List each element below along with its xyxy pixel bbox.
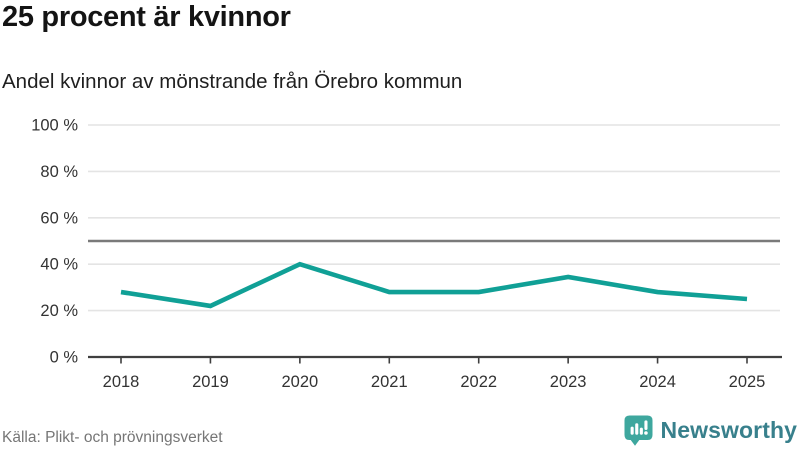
y-tick-label: 0 % [50, 349, 79, 367]
source-note: Källa: Plikt- och prövningsverket [2, 429, 223, 446]
data-line-series [120, 261, 748, 309]
brand-name: Newsworthy [660, 417, 797, 443]
y-tick-label: 40 % [40, 256, 78, 274]
x-tick-label: 2019 [192, 373, 229, 391]
chart-title: 25 procent är kvinnor [2, 1, 291, 33]
x-tick-label: 2022 [460, 373, 497, 391]
chart-subtitle: Andel kvinnor av mönstrande från Örebro … [2, 70, 463, 93]
speech-bubble-shape [624, 415, 653, 446]
x-tick-label: 2020 [281, 373, 318, 391]
brand-logo: Newsworthy [623, 414, 797, 447]
bars-and-exclamation [630, 420, 648, 435]
x-tick-label: 2018 [103, 373, 140, 391]
y-tick-label: 20 % [40, 302, 78, 320]
y-tick-label: 80 % [40, 163, 78, 181]
y-tick-label: 100 % [31, 117, 78, 135]
line-chart: 0 % 20 % 40 % 60 % 80 % 100 % 2018 2019 2020 2021… [31, 117, 782, 391]
x-tick-label: 2021 [371, 373, 408, 391]
newsworthy-barchart-bubble-icon [624, 415, 653, 446]
x-tick-label: 2025 [729, 373, 766, 391]
x-tick-label: 2024 [639, 373, 676, 391]
x-tick-label: 2023 [550, 373, 587, 391]
y-tick-label: 60 % [40, 209, 78, 227]
